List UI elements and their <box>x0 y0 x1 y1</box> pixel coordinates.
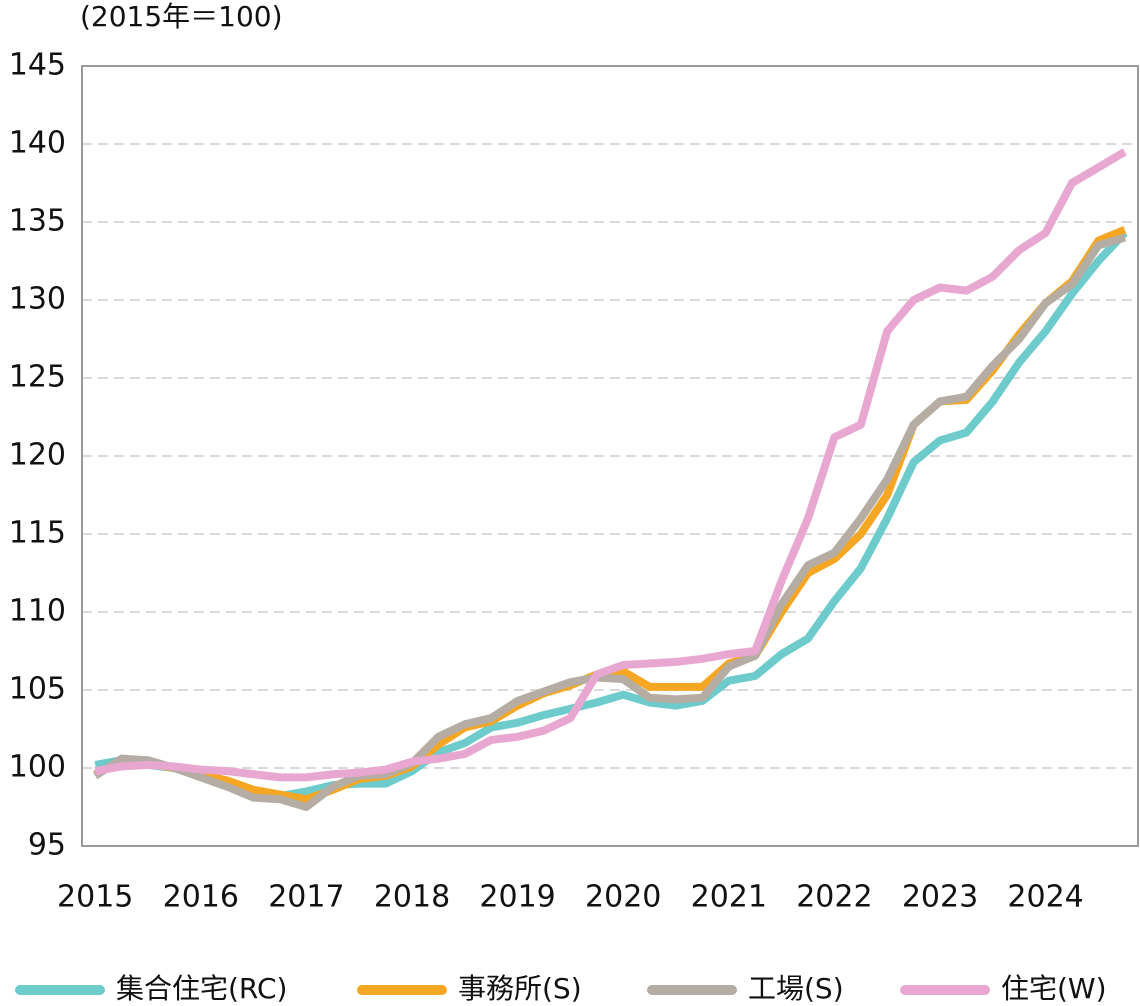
y-tick-label: 100 <box>9 750 66 785</box>
series-line <box>94 148 1127 782</box>
y-tick-label: 135 <box>9 204 66 239</box>
x-tick-label: 2016 <box>163 880 239 915</box>
plot-border <box>81 65 1139 847</box>
y-tick-label: 125 <box>9 360 66 395</box>
y-tick-label: 145 <box>9 48 66 83</box>
x-tick-label: 2020 <box>585 880 661 915</box>
series-line <box>93 226 1127 804</box>
legend-label: 事務所(S) <box>458 972 582 1005</box>
legend-label: 工場(S) <box>748 972 844 1005</box>
x-tick-label: 2019 <box>479 880 555 915</box>
y-tick-label: 95 <box>28 828 66 863</box>
x-tick-label: 2024 <box>1007 880 1083 915</box>
y-axis-label: (2015年＝100) <box>80 0 283 33</box>
y-tick-label: 140 <box>9 126 66 161</box>
y-tick-label: 110 <box>9 594 66 629</box>
legend-label: 住宅(W) <box>1001 972 1107 1005</box>
y-tick-label: 120 <box>9 438 66 473</box>
x-tick-label: 2017 <box>268 880 344 915</box>
y-tick-label: 130 <box>9 282 66 317</box>
x-tick-label: 2015 <box>57 880 133 915</box>
series-line <box>93 233 1126 811</box>
x-tick-label: 2021 <box>691 880 767 915</box>
y-tick-label: 115 <box>9 516 66 551</box>
x-tick-label: 2018 <box>374 880 450 915</box>
x-tick-label: 2023 <box>902 880 978 915</box>
y-tick-label: 105 <box>9 672 66 707</box>
legend-label: 集合住宅(RC) <box>116 972 287 1005</box>
x-tick-label: 2022 <box>796 880 872 915</box>
series-line <box>94 230 1128 801</box>
